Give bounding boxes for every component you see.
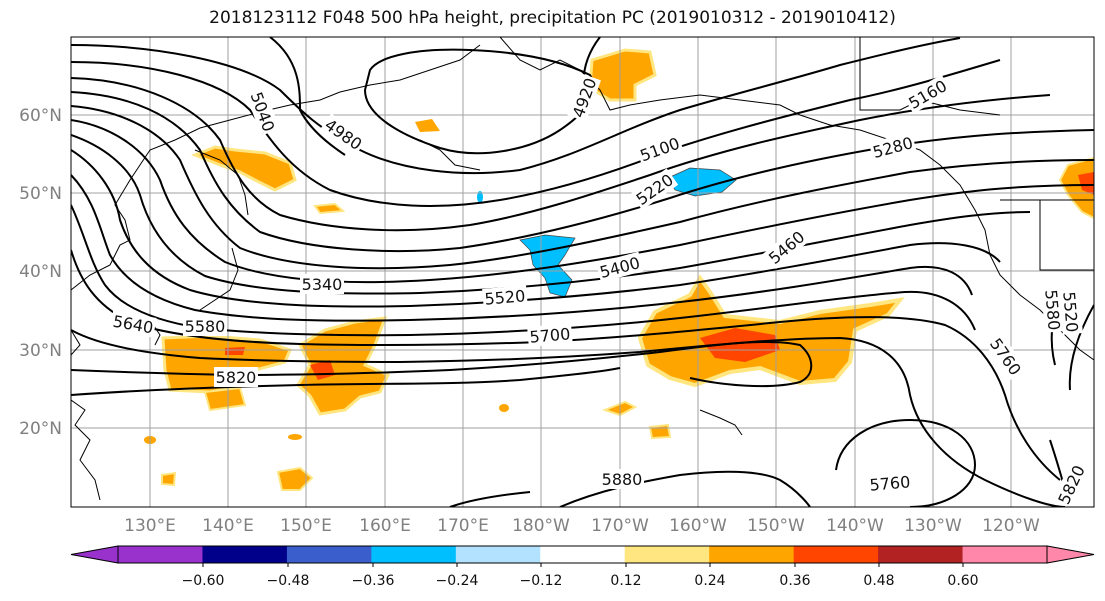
lon-label: 140°W — [826, 516, 884, 536]
precip-area-hi-cpac — [700, 328, 780, 362]
colorbar-cell — [371, 546, 457, 563]
lon-label: 160°W — [669, 516, 727, 536]
lon-label: 140°E — [202, 516, 254, 536]
colorbar-tick-label: 0.48 — [863, 573, 894, 589]
svg-text:5760: 5760 — [869, 472, 911, 494]
lon-label: 130°E — [124, 516, 176, 536]
colorbar-tick-label: −0.48 — [267, 573, 310, 589]
lon-label: 170°E — [437, 516, 489, 536]
lat-label: 30°N — [19, 341, 62, 361]
colorbar: −0.60 −0.48 −0.36 −0.24 −0.12 0.12 0.24 0.36 0.4… — [70, 545, 1095, 589]
colorbar-tick-label: 0.24 — [694, 573, 725, 589]
lon-label: 120°W — [982, 516, 1040, 536]
colorbar-frame — [117, 545, 1048, 564]
colorbar-over-extend — [1046, 545, 1095, 564]
precip-area-pnw — [1058, 156, 1094, 220]
lat-label: 60°N — [19, 106, 62, 126]
colorbar-cell — [286, 546, 372, 563]
contour-label: 5700 — [527, 323, 573, 347]
lon-label: 170°W — [591, 516, 649, 536]
colorbar-under-extend — [70, 545, 119, 564]
svg-text:5880: 5880 — [602, 470, 643, 489]
colorbar-tick-label: −0.24 — [436, 573, 479, 589]
contour-label: 5760 — [867, 471, 913, 495]
precip-area-hi-wpac-2 — [225, 347, 245, 355]
colorbar-tick-label: −0.60 — [182, 573, 225, 589]
precip-neg-area-1 — [667, 167, 737, 197]
contour-label: 5820 — [214, 367, 258, 387]
svg-text:5520: 5520 — [1059, 291, 1081, 333]
lat-label: 50°N — [19, 184, 62, 204]
contour-label: 5580 — [1041, 287, 1065, 333]
colorbar-tick-label: −0.36 — [352, 573, 395, 589]
precip-area-wpac-8 — [499, 404, 509, 412]
svg-text:5520: 5520 — [484, 286, 526, 308]
precip-neg-area-2 — [519, 234, 576, 298]
map-frame — [70, 36, 1095, 508]
lon-label: 130°W — [904, 516, 962, 536]
precip-area-wpac-10 — [648, 423, 672, 440]
colorbar-cell — [709, 546, 795, 563]
colorbar-tick-label: 0.60 — [947, 573, 978, 589]
contour-label: 5520 — [1059, 289, 1083, 335]
colorbar-cell — [962, 546, 1048, 563]
map-title: 2018123112 F048 500 hPa height, precipit… — [209, 8, 896, 28]
svg-text:5700: 5700 — [529, 324, 571, 346]
precip-neg-area-3 — [477, 191, 483, 203]
colorbar-cell — [878, 546, 964, 563]
precip-area-hi-pnw — [1078, 172, 1094, 195]
lat-label: 20°N — [19, 419, 62, 439]
colorbar-cell — [455, 546, 541, 563]
contour-label: 5520 — [482, 285, 528, 309]
precip-area-kuril — [313, 202, 346, 215]
precip-area-bering — [415, 119, 440, 132]
colorbar-cell — [793, 546, 879, 563]
lat-label: 40°N — [19, 262, 62, 282]
svg-text:5820: 5820 — [216, 368, 257, 387]
colorbar-cell — [202, 546, 288, 563]
svg-text:5580: 5580 — [185, 317, 226, 336]
contour-label: 5580 — [183, 316, 227, 336]
lon-label: 150°W — [747, 516, 805, 536]
precip-area-wpac-6 — [288, 434, 302, 440]
precip-area-wpac-3 — [203, 386, 247, 412]
colorbar-tick-label: 0.36 — [779, 573, 810, 589]
colorbar-tick-label: 0.12 — [610, 573, 641, 589]
latitude-labels: 60°N 50°N 40°N 30°N 20°N — [19, 106, 62, 439]
colorbar-tick-label: −0.12 — [520, 573, 563, 589]
longitude-labels: 130°E 140°E 150°E 160°E 170°E 180°W 170°W 160°W… — [124, 516, 1040, 536]
contour-label: 5880 — [600, 469, 644, 489]
contour-label: 5340 — [300, 274, 344, 294]
svg-text:5340: 5340 — [302, 275, 343, 294]
colorbar-cell — [540, 546, 626, 563]
lon-label: 160°E — [359, 516, 411, 536]
precip-area-wpac-5 — [161, 471, 177, 487]
lon-label: 150°E — [280, 516, 332, 536]
colorbar-cell — [118, 546, 203, 563]
lon-label: 180°W — [512, 516, 570, 536]
colorbar-cell — [624, 546, 710, 563]
svg-text:5580: 5580 — [1041, 289, 1063, 331]
